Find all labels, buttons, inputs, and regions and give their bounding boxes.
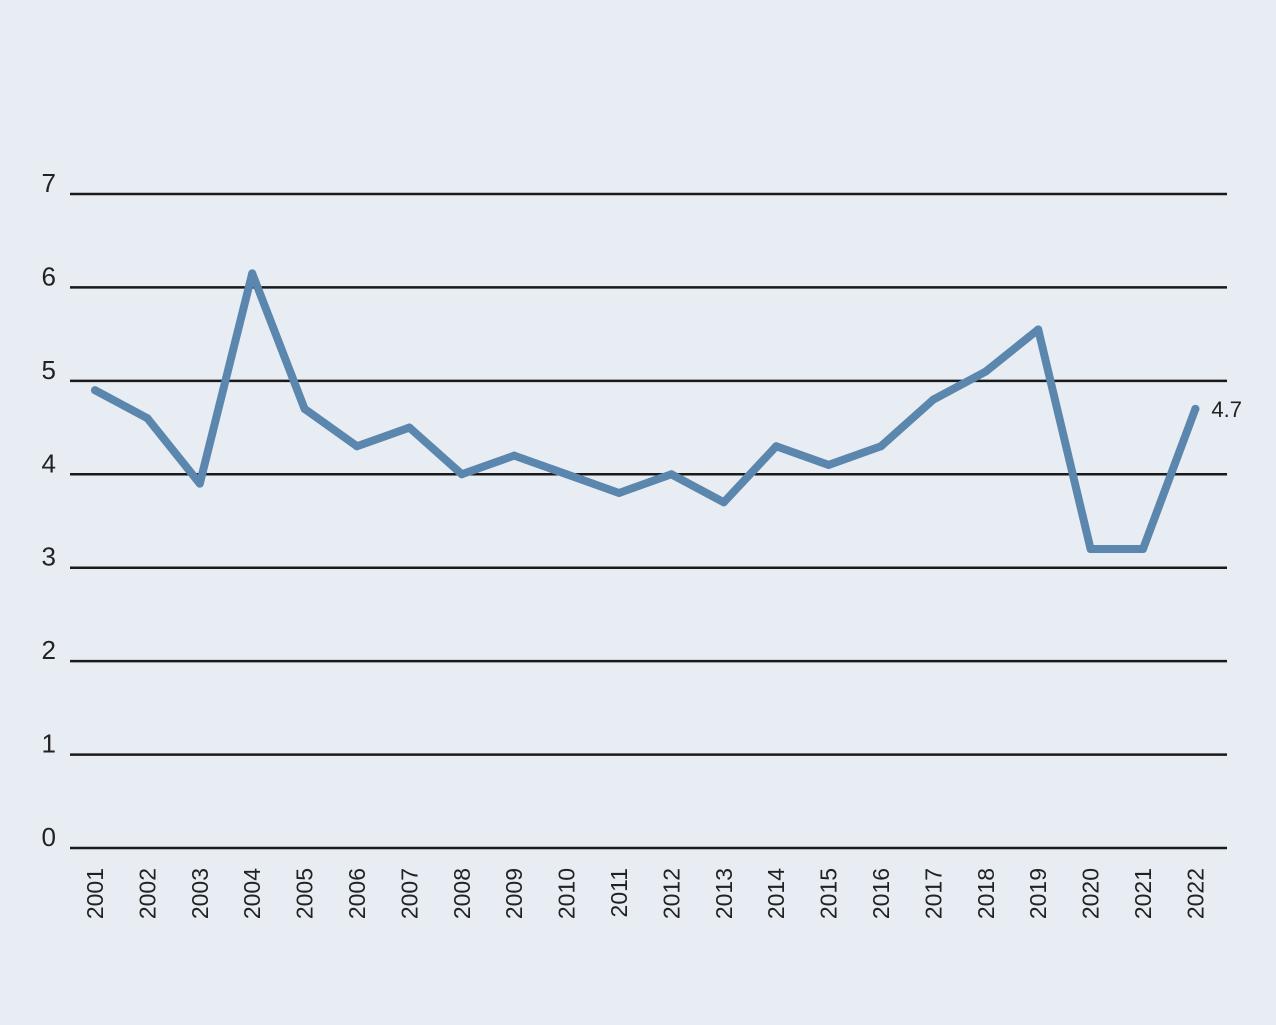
data-point	[929, 395, 938, 404]
x-tick-label: 2002	[134, 868, 160, 919]
x-tick-label: 2018	[973, 868, 999, 919]
data-point	[1191, 404, 1200, 413]
x-tick-label: 2003	[187, 868, 213, 919]
data-point	[615, 488, 623, 497]
data-point	[195, 479, 204, 488]
x-tick-label: 2007	[396, 868, 422, 919]
x-tick-label: 2020	[1078, 868, 1104, 919]
x-tick-label: 2001	[82, 868, 108, 919]
x-tick-label: 2014	[763, 868, 789, 919]
series-layer	[91, 269, 1200, 554]
data-point	[877, 442, 885, 451]
annotations: 4.7	[1211, 397, 1242, 422]
x-tick-label: 2019	[1025, 868, 1051, 919]
x-tick-label: 2021	[1130, 868, 1156, 919]
data-point	[667, 470, 676, 479]
data-point	[510, 451, 519, 460]
x-tick-label: 2008	[449, 868, 475, 919]
data-point	[1139, 545, 1147, 554]
y-tick-label: 2	[42, 635, 56, 665]
y-tick-label: 1	[42, 729, 56, 759]
data-point	[457, 470, 466, 479]
y-axis-ticks: 0 1 2 3 4 5 6 7	[42, 168, 56, 852]
data-point	[562, 470, 571, 479]
series-line	[91, 269, 1200, 554]
data-point	[91, 386, 99, 395]
x-tick-label: 2011	[606, 868, 632, 917]
y-tick-label: 3	[42, 542, 56, 572]
y-tick-label: 5	[42, 355, 56, 385]
data-point	[824, 460, 833, 469]
x-tick-label: 2010	[554, 868, 580, 919]
data-point	[772, 442, 781, 451]
x-tick-label: 2004	[239, 868, 265, 919]
y-tick-label: 6	[42, 261, 56, 291]
data-point	[353, 442, 361, 451]
y-tick-label: 4	[42, 448, 56, 478]
data-point	[248, 269, 257, 278]
y-tick-label: 7	[42, 168, 56, 198]
x-tick-label: 2009	[501, 868, 527, 919]
data-point	[405, 423, 414, 432]
data-point	[719, 498, 728, 507]
x-tick-label: 2022	[1182, 868, 1208, 919]
y-tick-label: 0	[42, 822, 56, 852]
x-tick-label: 2015	[816, 868, 842, 919]
x-tick-label: 2006	[344, 868, 370, 919]
data-point	[300, 404, 309, 413]
x-tick-label: 2017	[920, 868, 946, 919]
x-tick-label: 2005	[292, 868, 318, 919]
x-axis-ticks: 2001 2002 2003 2004 2005 2006 2007 2008 2009 2010…	[82, 868, 1208, 919]
data-point	[1086, 545, 1095, 554]
x-tick-label: 2013	[711, 868, 737, 919]
data-point	[981, 367, 990, 376]
x-tick-label: 2012	[658, 868, 684, 919]
gridlines	[70, 192, 1227, 850]
data-point	[1034, 325, 1043, 334]
x-tick-label: 2016	[868, 868, 894, 919]
data-label: 4.7	[1211, 397, 1242, 422]
data-point	[143, 414, 152, 423]
